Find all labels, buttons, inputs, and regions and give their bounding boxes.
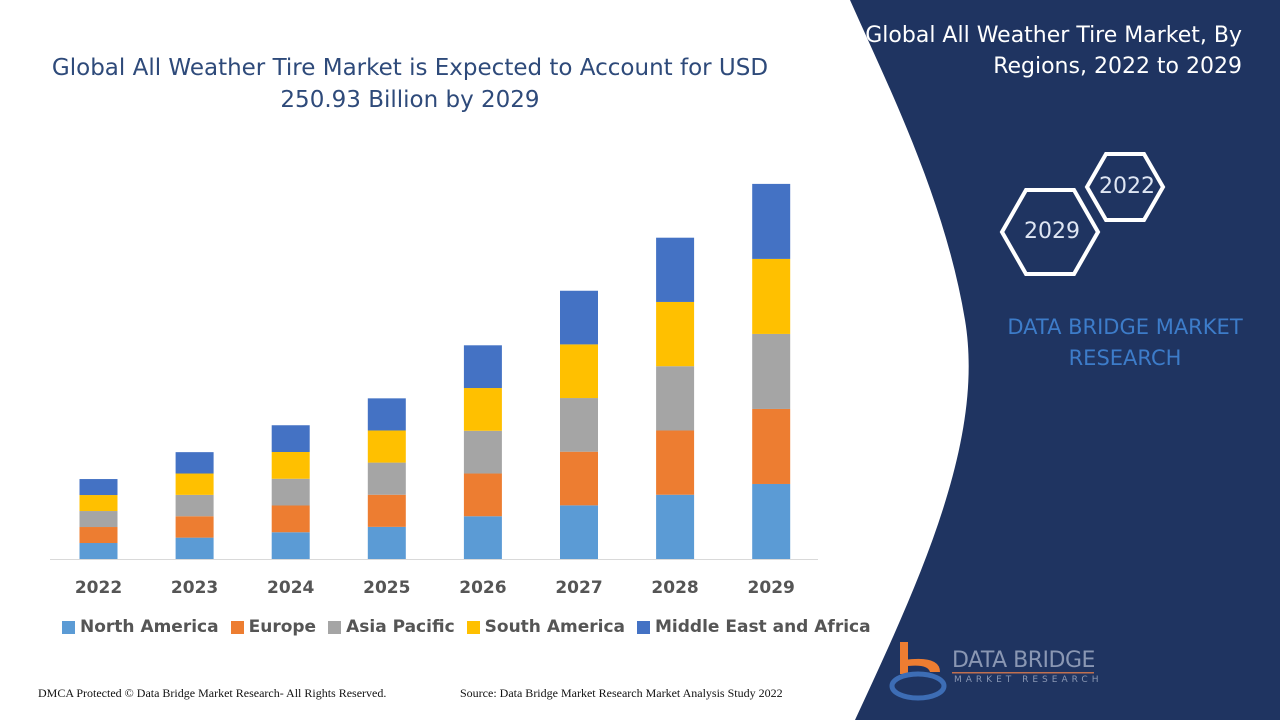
- bar-segment-asia-pacific-2029: [752, 333, 791, 409]
- bar-segment-south-america-2028: [656, 301, 695, 367]
- bar-segment-asia-pacific-2027: [560, 398, 598, 452]
- legend-swatch: [466, 620, 480, 634]
- bar-segment-middle-east-and-africa-2028: [656, 237, 695, 302]
- bar-segment-south-america-2026: [463, 388, 502, 431]
- legend-item: South America: [466, 617, 625, 637]
- brand-text: DATA BRIDGE MARKET RESEARCH: [1007, 315, 1243, 370]
- x-tick-label: 2028: [651, 578, 698, 598]
- legend-label: North America: [80, 617, 219, 637]
- logo-divider: [952, 672, 1094, 674]
- x-tick-label: 2026: [459, 578, 506, 598]
- legend-item: Asia Pacific: [328, 617, 455, 637]
- bar-segment-europe-2023: [175, 516, 214, 538]
- bar-segment-europe-2024: [271, 505, 310, 533]
- bar-segment-middle-east-and-africa-2022: [79, 479, 118, 496]
- chart-title: Global All Weather Tire Market is Expect…: [51, 55, 769, 113]
- bar-segment-south-america-2027: [560, 344, 598, 399]
- hexagon-2029: [999, 188, 1101, 276]
- side-panel-title: Global All Weather Tire Market, By Regio…: [865, 23, 1242, 79]
- legend-swatch: [230, 620, 244, 634]
- bar-segment-asia-pacific-2026: [463, 430, 502, 474]
- footer-copyright: DMCA Protected © Data Bridge Market Rese…: [38, 686, 387, 700]
- bar-segment-north-america-2025: [367, 526, 406, 559]
- bar-segment-middle-east-and-africa-2025: [367, 398, 406, 431]
- bar-segment-north-america-2023: [175, 537, 214, 559]
- bar-segment-middle-east-and-africa-2024: [271, 425, 310, 452]
- logo-name: DATA BRIDGE: [952, 648, 1095, 673]
- hexagon-2022: [1084, 152, 1166, 222]
- bar-segment-south-america-2025: [367, 430, 406, 463]
- bar-segment-middle-east-and-africa-2026: [463, 345, 502, 389]
- legend-item: Middle East and Africa: [637, 617, 871, 637]
- hex-year-2029: 2029: [1024, 219, 1080, 244]
- bar-segment-asia-pacific-2024: [271, 478, 310, 506]
- bar-segment-north-america-2026: [463, 516, 502, 559]
- bar-segment-europe-2026: [463, 473, 502, 517]
- footer-source: Source: Data Bridge Market Research Mark…: [460, 686, 783, 700]
- legend: North America Europe Asia Pacific South Ame…: [62, 617, 871, 637]
- legend-swatch: [328, 620, 342, 634]
- side-panel: [850, 0, 1280, 720]
- logo-subtitle: MARKET RESEARCH: [954, 675, 1103, 685]
- x-tick-label: 2022: [75, 578, 122, 598]
- x-tick-label: 2025: [363, 578, 410, 598]
- bar-segment-south-america-2023: [175, 473, 214, 495]
- bar-segment-asia-pacific-2023: [175, 494, 214, 517]
- bar-segment-europe-2025: [367, 494, 406, 527]
- x-tick-label: 2023: [171, 578, 218, 598]
- legend-swatch: [62, 620, 75, 634]
- bar-segment-north-america-2024: [271, 532, 310, 559]
- x-tick-label: 2024: [267, 578, 314, 598]
- bar-segment-south-america-2022: [79, 495, 118, 512]
- bar-segment-south-america-2029: [752, 258, 791, 334]
- hex-year-2022: 2022: [1099, 174, 1155, 199]
- legend-label: Middle East and Africa: [655, 617, 871, 637]
- legend-item: North America: [62, 617, 219, 637]
- x-tick-label: 2027: [555, 578, 602, 598]
- bar-segment-europe-2029: [752, 408, 791, 484]
- legend-label: Europe: [248, 617, 317, 637]
- stacked-bar-chart: 2022 2023 2024 2025 2026 2027 2028 2029: [50, 183, 818, 598]
- bar-segment-asia-pacific-2022: [79, 511, 118, 528]
- legend-item: Europe: [230, 617, 317, 637]
- legend-swatch: [637, 620, 650, 634]
- bar-segment-europe-2028: [656, 430, 695, 495]
- bar-segment-north-america-2027: [560, 505, 598, 559]
- bar-segment-middle-east-and-africa-2029: [752, 183, 791, 259]
- legend-label: South America: [484, 617, 625, 637]
- legend-label: Asia Pacific: [346, 617, 455, 637]
- bar-segment-north-america-2029: [752, 483, 791, 559]
- bar-segment-asia-pacific-2025: [367, 462, 406, 495]
- bar-segment-south-america-2024: [271, 451, 310, 479]
- bar-segment-europe-2027: [560, 451, 598, 506]
- bar-segment-middle-east-and-africa-2023: [175, 452, 214, 474]
- bar-segment-europe-2022: [79, 527, 118, 544]
- bar-segment-north-america-2028: [656, 494, 695, 559]
- bar-segment-north-america-2022: [79, 543, 118, 559]
- x-tick-label: 2029: [748, 578, 795, 598]
- bar-segment-middle-east-and-africa-2027: [560, 290, 598, 345]
- bar-segment-asia-pacific-2028: [656, 366, 695, 431]
- logo-icon: [889, 642, 947, 701]
